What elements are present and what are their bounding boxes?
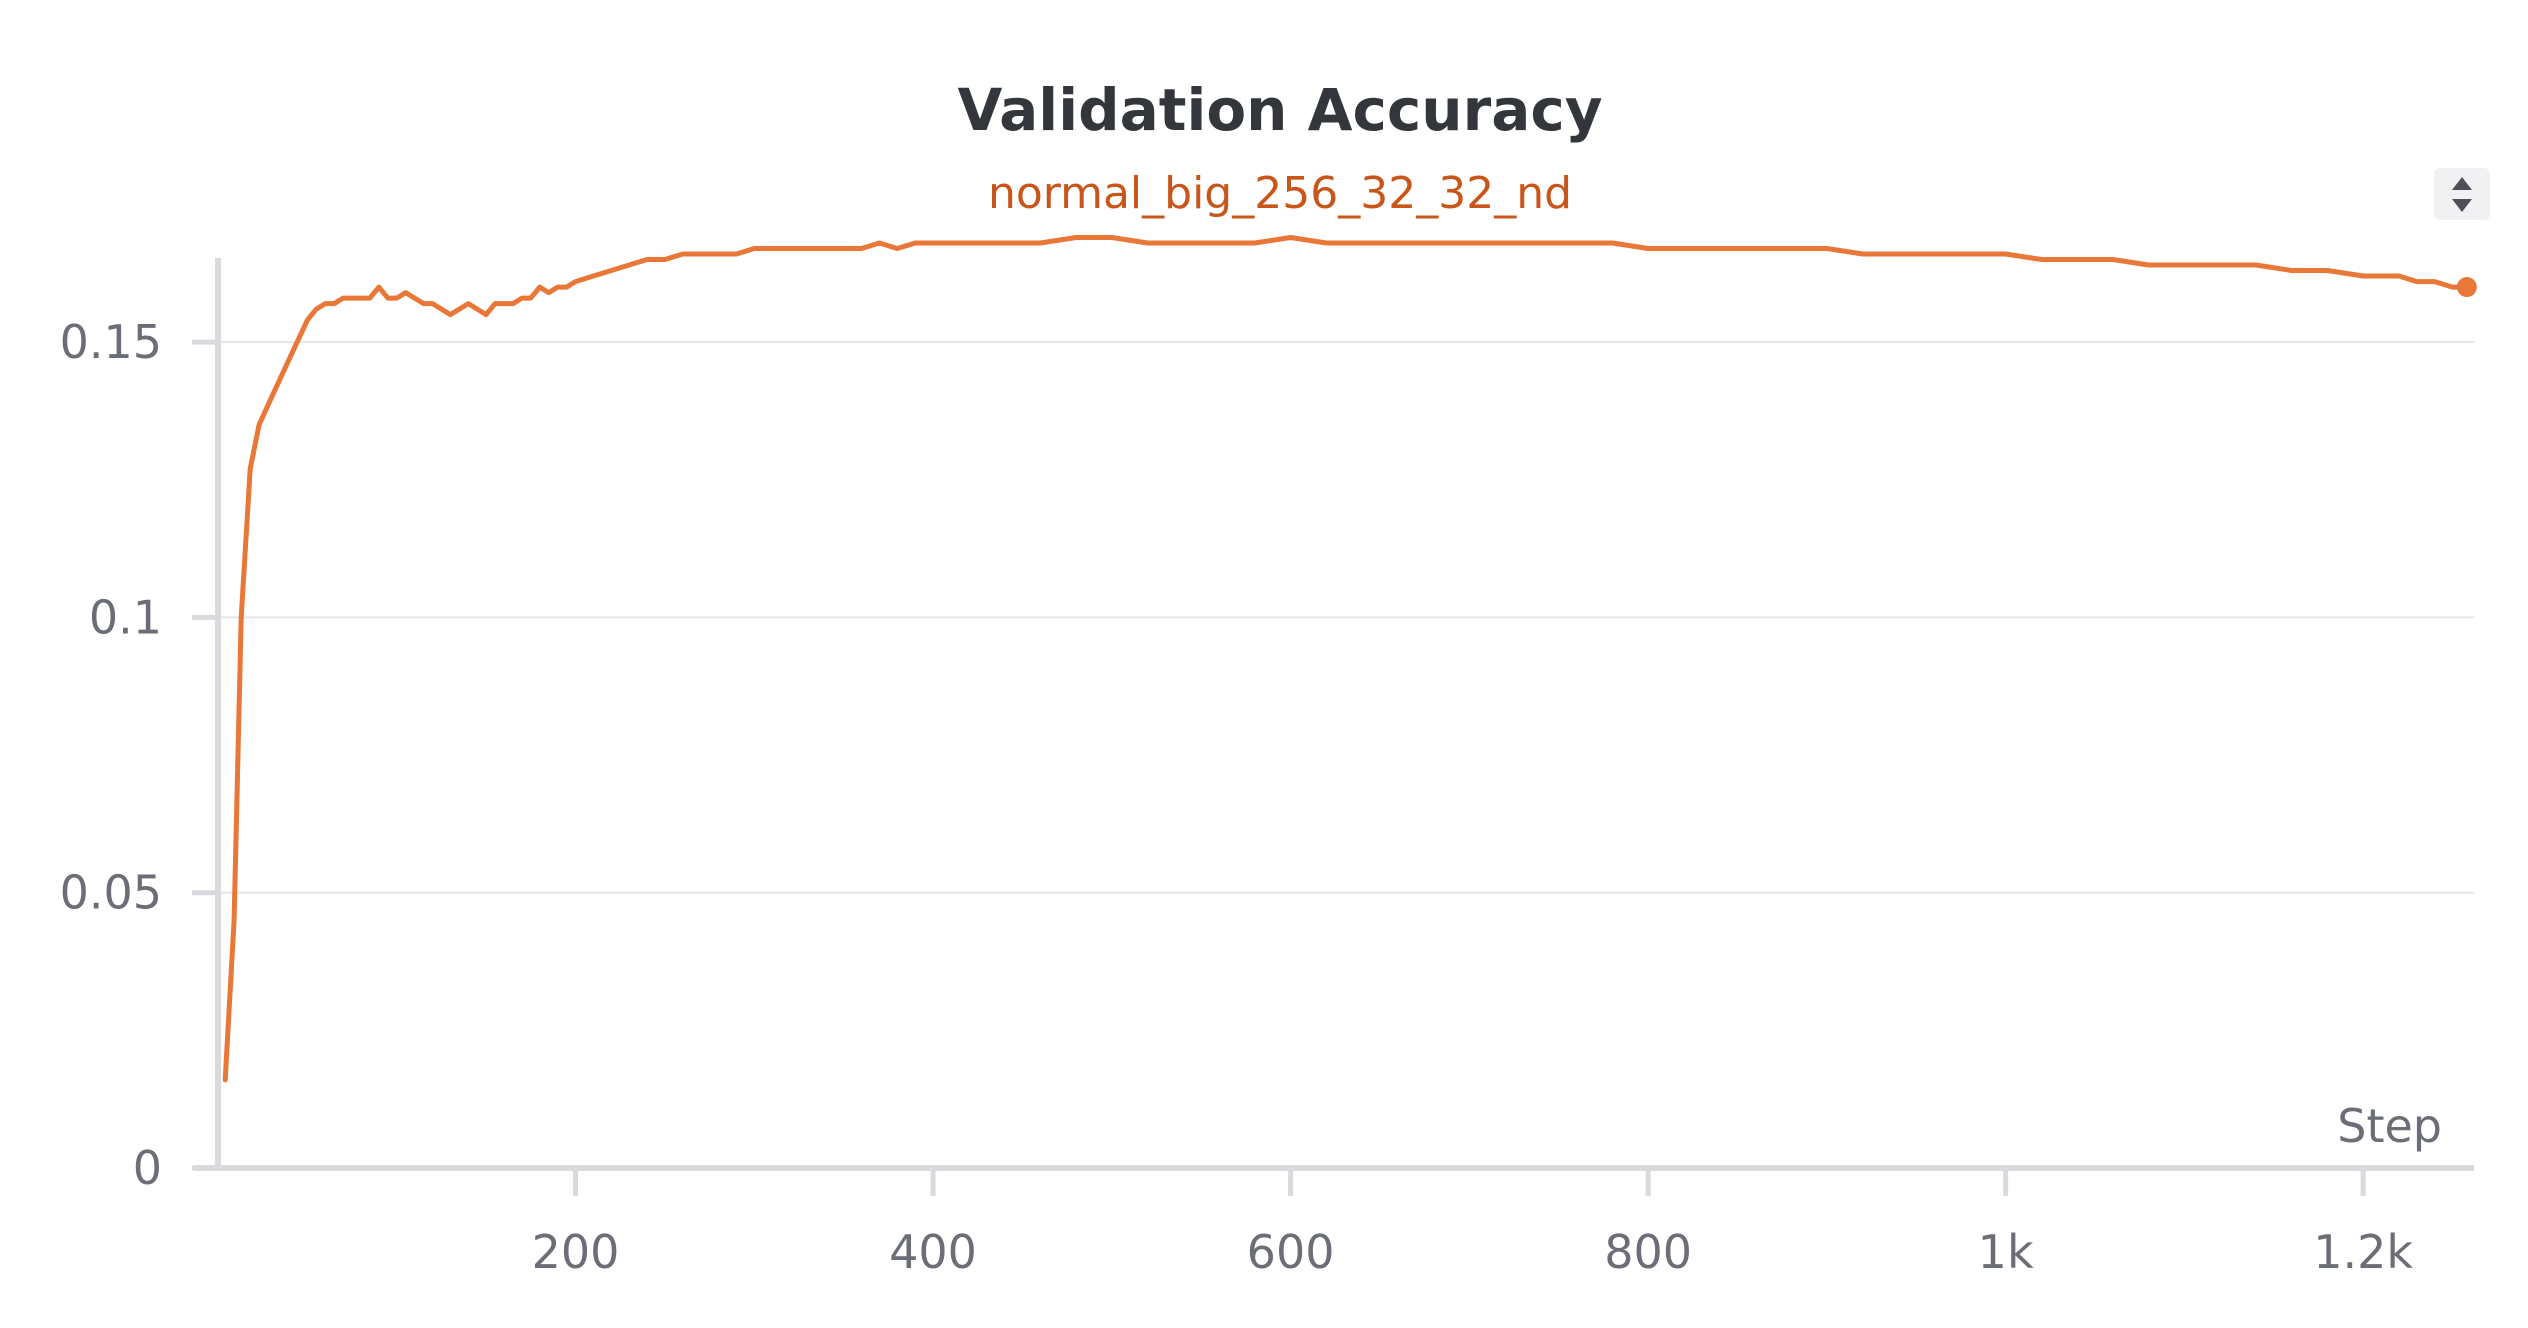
series-layer	[222, 235, 2477, 1083]
y-tick-label: 0.1	[89, 590, 162, 644]
x-tick-label: 400	[889, 1225, 977, 1279]
tick-labels: 0 0.05 0.1 0.15 200 400 600 800 1k 1.2k	[60, 315, 2414, 1279]
axes	[192, 258, 2474, 1196]
y-tick-label: 0.15	[60, 315, 162, 369]
x-tick-label: 1.2k	[2313, 1225, 2413, 1279]
x-tick-label: 800	[1604, 1225, 1692, 1279]
sort-toggle-button[interactable]	[2434, 168, 2490, 220]
x-axis-title: Step	[2337, 1099, 2442, 1153]
chart-title: Validation Accuracy	[957, 76, 1602, 144]
y-tick-label: 0	[133, 1141, 162, 1195]
grid	[218, 341, 2474, 894]
x-tick-label: 600	[1247, 1225, 1335, 1279]
x-tick-label: 200	[532, 1225, 620, 1279]
chart-subtitle: normal_big_256_32_32_nd	[988, 168, 1572, 219]
x-tick-label: 1k	[1978, 1225, 2034, 1279]
y-tick-label: 0.05	[60, 866, 162, 920]
series-line	[222, 235, 2470, 1083]
series-end-point[interactable]	[2456, 277, 2477, 298]
sort-up-down-icon	[2452, 177, 2472, 212]
